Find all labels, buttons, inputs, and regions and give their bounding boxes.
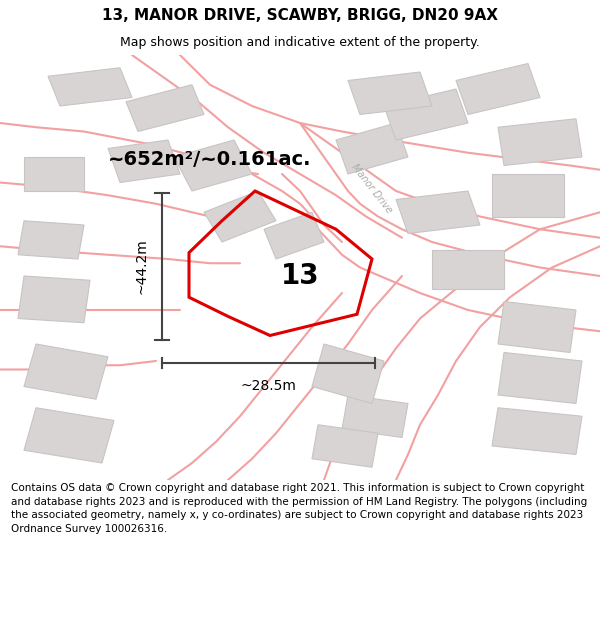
Polygon shape — [498, 119, 582, 166]
Polygon shape — [312, 344, 384, 404]
Text: ~44.2m: ~44.2m — [135, 239, 149, 294]
Polygon shape — [24, 408, 114, 463]
Polygon shape — [348, 72, 432, 114]
Polygon shape — [396, 191, 480, 234]
Polygon shape — [498, 352, 582, 404]
Polygon shape — [336, 123, 408, 174]
Polygon shape — [492, 408, 582, 454]
Text: Contains OS data © Crown copyright and database right 2021. This information is : Contains OS data © Crown copyright and d… — [11, 483, 587, 534]
Text: 13, MANOR DRIVE, SCAWBY, BRIGG, DN20 9AX: 13, MANOR DRIVE, SCAWBY, BRIGG, DN20 9AX — [102, 8, 498, 23]
Polygon shape — [24, 157, 84, 191]
Polygon shape — [342, 395, 408, 438]
Polygon shape — [48, 68, 132, 106]
Polygon shape — [384, 89, 468, 140]
Polygon shape — [498, 301, 576, 352]
Polygon shape — [312, 425, 378, 468]
Polygon shape — [24, 344, 108, 399]
Polygon shape — [18, 221, 84, 259]
Polygon shape — [126, 85, 204, 131]
Polygon shape — [432, 251, 504, 289]
Text: Manor Drive: Manor Drive — [350, 162, 394, 216]
Text: ~652m²/~0.161ac.: ~652m²/~0.161ac. — [108, 149, 311, 169]
Text: ~28.5m: ~28.5m — [241, 379, 296, 393]
Polygon shape — [174, 140, 252, 191]
Text: Map shows position and indicative extent of the property.: Map shows position and indicative extent… — [120, 36, 480, 49]
Polygon shape — [492, 174, 564, 216]
Polygon shape — [456, 64, 540, 114]
Text: 13: 13 — [281, 262, 319, 290]
Polygon shape — [108, 140, 180, 182]
Polygon shape — [18, 276, 90, 322]
Polygon shape — [204, 191, 276, 242]
Polygon shape — [264, 213, 324, 259]
